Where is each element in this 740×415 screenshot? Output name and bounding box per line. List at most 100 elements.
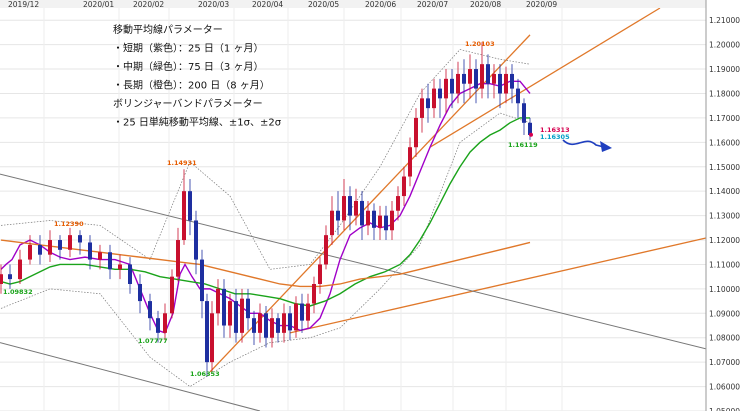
candle-body [294, 303, 298, 331]
candle-body [330, 210, 334, 236]
candle-body [324, 235, 328, 265]
x-tick-label: 2020/02 [133, 0, 164, 9]
candle-body [402, 176, 406, 197]
y-tick-label: 1.14000 [709, 187, 740, 196]
candle-body [312, 283, 316, 304]
legend-line: ・短期（紫色）：25 日（1 ヶ月） [113, 42, 263, 55]
x-tick-label: 2020/01 [83, 0, 114, 9]
candle-body [288, 313, 292, 331]
annotation-label: 1.16313 [540, 126, 570, 134]
annotation-label: 1.16305 [540, 133, 570, 141]
candle-body [38, 244, 42, 255]
candle-body [396, 196, 400, 211]
annotation-label: 1.14931 [167, 159, 197, 167]
y-tick-label: 1.15000 [709, 163, 740, 172]
candle-body [182, 191, 186, 241]
candle-body [276, 318, 280, 333]
candle-body [498, 73, 502, 94]
candle-body [336, 210, 340, 221]
x-tick-label: 2020/07 [417, 0, 448, 9]
y-tick-label: 1.07000 [709, 358, 740, 367]
bollinger-bands [0, 49, 531, 387]
candle-body [354, 200, 358, 216]
forecast-arrow [562, 139, 612, 152]
candle-body [156, 318, 160, 333]
candle-body [522, 103, 526, 123]
y-tick-label: 1.11000 [709, 260, 740, 269]
candle-body [456, 73, 460, 94]
candle-body [486, 64, 490, 84]
annotation-label: 1.07777 [138, 337, 168, 345]
candle-body [246, 298, 250, 319]
trendline [289, 229, 740, 334]
candle-body [468, 69, 472, 84]
candle-body [234, 301, 238, 333]
candle-body [420, 98, 424, 118]
candle-body [108, 252, 112, 270]
candle-body [426, 98, 430, 109]
x-tick-label: 2020/04 [252, 0, 283, 9]
y-tick-label: 1.16000 [709, 138, 740, 147]
candle-body [205, 301, 209, 363]
candle-body [444, 78, 448, 99]
y-tick-label: 1.17000 [709, 114, 740, 123]
grid [0, 8, 706, 412]
current-price-dot [529, 132, 533, 137]
candle-body [163, 313, 167, 333]
candle-body [18, 259, 22, 280]
candle-body [88, 242, 92, 260]
y-tick-label: 1.18000 [709, 89, 740, 98]
candle-body [348, 196, 352, 216]
candle-body [318, 264, 322, 284]
candle-body [300, 303, 304, 321]
candle-body [408, 147, 412, 177]
candle-body [222, 288, 226, 326]
candle-body [414, 117, 418, 148]
bollinger-band-line [0, 112, 531, 387]
candles [0, 42, 532, 377]
candle-body [360, 200, 364, 226]
candle-body [8, 274, 12, 280]
candle-body [128, 264, 132, 284]
y-tick-label: 1.09000 [709, 309, 740, 318]
candle-body [194, 220, 198, 260]
y-tick-label: 1.08000 [709, 334, 740, 343]
candle-body [176, 240, 180, 277]
y-tick-label: 1.05000 [709, 407, 740, 411]
x-tick-label: 2020/05 [308, 0, 339, 9]
candle-body [474, 69, 478, 89]
legend-line: 移動平均線パラメーター [113, 23, 223, 36]
candle-body [68, 235, 72, 250]
candle-body [138, 283, 142, 302]
candle-body [372, 210, 376, 228]
x-tick-label: 2019/12 [8, 0, 39, 9]
month-strip [0, 0, 706, 8]
candle-body [528, 122, 532, 136]
candle-body [0, 274, 3, 284]
candle-body [188, 191, 192, 221]
annotation-label: 1.06353 [190, 370, 220, 378]
trendline [429, 7, 661, 148]
y-axis-panel [706, 0, 740, 411]
candle-body [342, 196, 346, 221]
annotations: 1.20103 1.14931 1.12390 1.09832 1.07777 1.063… [3, 40, 570, 378]
forecast-arrow-head [600, 141, 612, 152]
candle-body [264, 313, 268, 338]
legend-line: ・長期（橙色）：200 日（8 ヶ月） [113, 79, 270, 92]
candle-body [516, 88, 520, 104]
y-tick-label: 1.19000 [709, 65, 740, 74]
candle-body [48, 240, 52, 255]
candle-body [306, 303, 310, 321]
legend-line: ・25 日単純移動平均線、±1σ、±2σ [113, 116, 282, 129]
candle-body [148, 301, 152, 319]
candle-body [228, 301, 232, 326]
trendline [0, 173, 740, 358]
candle-body [384, 215, 388, 231]
candle-body [438, 88, 442, 99]
legend-line: ・中期（緑色）：75 日（3 ヶ月） [113, 60, 263, 73]
x-tick-label: 2020/08 [470, 0, 501, 9]
y-tick-label: 1.06000 [709, 383, 740, 392]
legend-line: ボリンジャーバンドパラメーター [113, 98, 263, 110]
